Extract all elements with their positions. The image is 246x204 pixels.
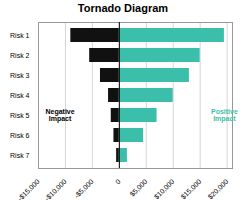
svg-text:Risk 4: Risk 4 — [10, 92, 30, 99]
html-text:Tornado Diagram: Tornado Diagram — [77, 2, 169, 14]
svg-text:-$10,000: -$10,000 — [43, 178, 68, 202]
svg-text:Risk 5: Risk 5 — [10, 112, 30, 119]
svg-text:0: 0 — [114, 178, 122, 186]
svg-text:PositiveImpact: PositiveImpact — [211, 108, 238, 123]
svg-text:Risk 2: Risk 2 — [10, 52, 30, 59]
svg-text:$15,000: $15,000 — [180, 178, 203, 201]
svg-text:NegativeImpact: NegativeImpact — [45, 108, 74, 123]
svg-text:Risk 3: Risk 3 — [10, 72, 30, 79]
svg-text:$5,000: $5,000 — [128, 178, 148, 198]
svg-text:Risk 7: Risk 7 — [10, 152, 30, 159]
svg-text:-$15,000: -$15,000 — [16, 178, 41, 202]
svg-text:-$5,000: -$5,000 — [73, 178, 95, 200]
svg-text:Risk 6: Risk 6 — [10, 132, 30, 139]
svg-text:$20,000: $20,000 — [207, 178, 230, 201]
svg-text:$10,000: $10,000 — [153, 178, 176, 201]
svg-text:Risk 1: Risk 1 — [10, 32, 30, 39]
